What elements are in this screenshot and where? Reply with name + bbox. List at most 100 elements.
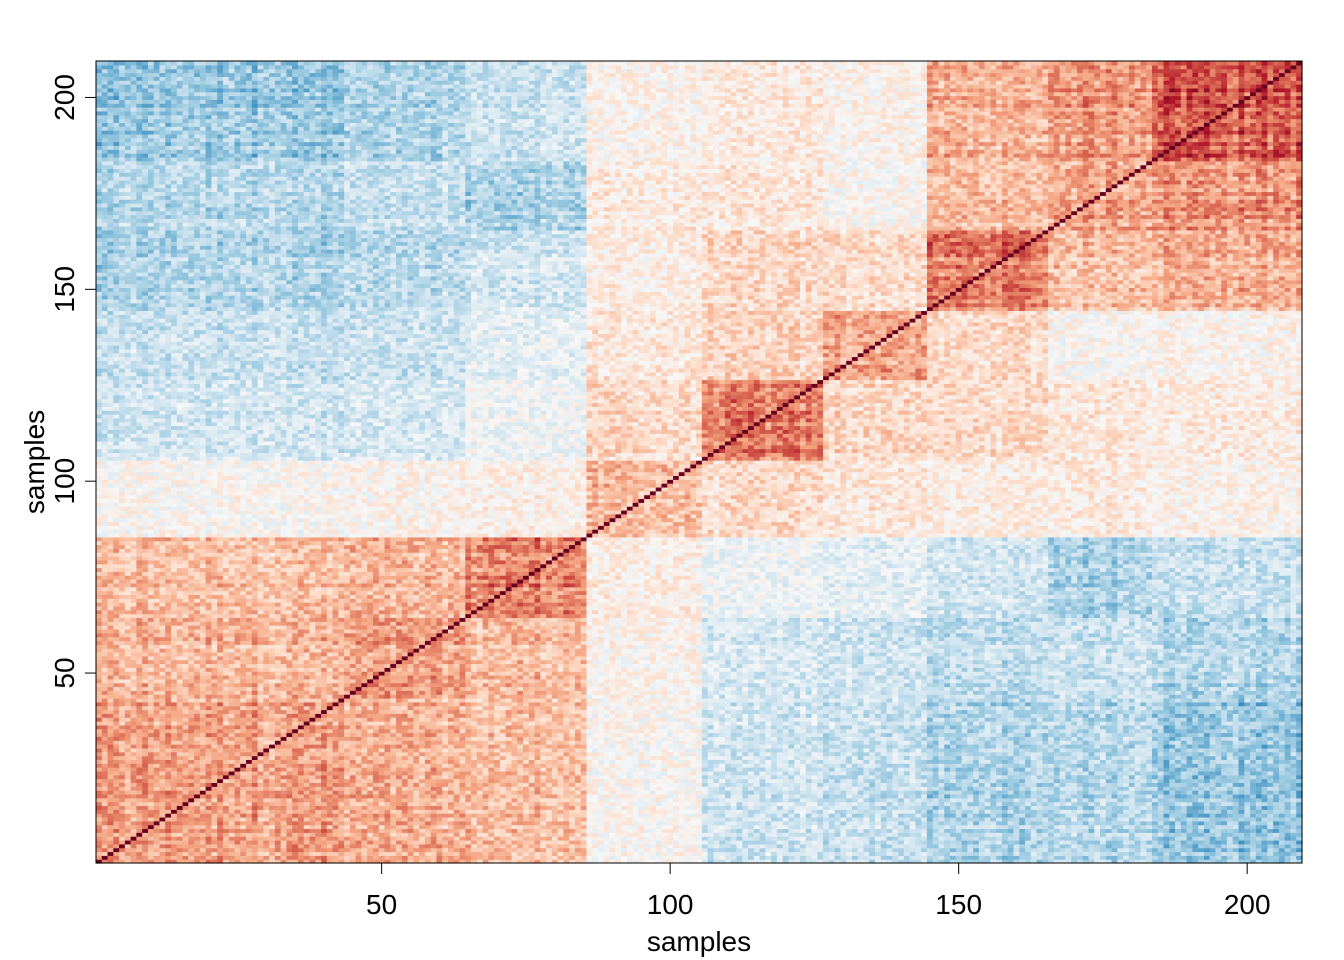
heatmap-cell (1094, 844, 1100, 848)
heatmap-cell (938, 840, 944, 844)
heatmap-cell (310, 836, 316, 840)
heatmap-cell (200, 836, 206, 840)
heatmap-cell (1262, 855, 1268, 859)
heatmap-cell (1013, 828, 1019, 832)
heatmap-cell (696, 832, 702, 836)
heatmap-cell (367, 828, 373, 832)
heatmap-cell (373, 844, 379, 848)
heatmap-cell (1221, 848, 1227, 852)
heatmap-cell (408, 825, 414, 829)
heatmap-cell (419, 832, 425, 836)
heatmap-cell (967, 855, 973, 859)
heatmap-cell (800, 836, 806, 840)
heatmap-cell (119, 840, 125, 844)
heatmap-cell (1192, 848, 1198, 852)
heatmap-cell (1112, 821, 1118, 825)
heatmap-cell (136, 851, 142, 855)
heatmap-cell (592, 817, 598, 821)
heatmap-cell (852, 832, 858, 836)
heatmap-cell (713, 840, 719, 844)
heatmap-cell (1290, 844, 1296, 848)
heatmap-cell (119, 821, 125, 825)
heatmap-cell (812, 840, 818, 844)
heatmap-cell (673, 848, 679, 852)
heatmap-cell (234, 821, 240, 825)
heatmap-cell (852, 825, 858, 829)
heatmap-cell (569, 851, 575, 855)
heatmap-cell (136, 848, 142, 852)
heatmap-cell (1233, 832, 1239, 836)
heatmap-cell (142, 828, 148, 832)
heatmap-cell (673, 828, 679, 832)
heatmap-cell (754, 855, 760, 859)
heatmap-cell (148, 817, 154, 821)
heatmap-cell (771, 828, 777, 832)
heatmap-cell (563, 848, 569, 852)
heatmap-cell (598, 828, 604, 832)
heatmap-cell (327, 836, 333, 840)
heatmap-cell (171, 817, 177, 821)
heatmap-cell (633, 825, 639, 829)
heatmap-cell (933, 848, 939, 852)
heatmap-cell (823, 851, 829, 855)
heatmap-cell (1152, 840, 1158, 844)
heatmap-cell (165, 840, 171, 844)
heatmap-cell (962, 848, 968, 852)
heatmap-cell (996, 817, 1002, 821)
heatmap-cell (338, 813, 344, 817)
heatmap-cell (1031, 848, 1037, 852)
heatmap-cell (858, 821, 864, 825)
heatmap-cell (1071, 832, 1077, 836)
heatmap-cell (1204, 844, 1210, 848)
heatmap-cell (800, 825, 806, 829)
heatmap-cell (771, 817, 777, 821)
heatmap-cell (1094, 825, 1100, 829)
heatmap-cell (281, 848, 287, 852)
heatmap-cell (1123, 825, 1129, 829)
heatmap-cell (310, 828, 316, 832)
heatmap-cell (777, 828, 783, 832)
heatmap-cell (719, 817, 725, 821)
heatmap-cell (875, 855, 881, 859)
heatmap-cell (344, 817, 350, 821)
heatmap-cell (269, 828, 275, 832)
heatmap-cell (1008, 817, 1014, 821)
heatmap-cell (1290, 851, 1296, 855)
heatmap-cell (402, 832, 408, 836)
heatmap-cell (1204, 848, 1210, 852)
heatmap-cell (471, 840, 477, 844)
heatmap-cell (910, 836, 916, 840)
heatmap-cell (240, 851, 246, 855)
heatmap-cell (771, 821, 777, 825)
heatmap-cell (1037, 828, 1043, 832)
heatmap-cell (113, 813, 119, 817)
heatmap-cell (390, 848, 396, 852)
heatmap-cell (408, 821, 414, 825)
heatmap-cell (1146, 836, 1152, 840)
heatmap-cell (367, 825, 373, 829)
heatmap-cell (171, 840, 177, 844)
heatmap-cell (742, 844, 748, 848)
heatmap-cell (263, 855, 269, 859)
heatmap-cell (529, 851, 535, 855)
heatmap-cell (379, 813, 385, 817)
heatmap-cell (910, 855, 916, 859)
heatmap-cell (1031, 844, 1037, 848)
heatmap-cell (638, 825, 644, 829)
heatmap-cell (1135, 836, 1141, 840)
heatmap-cell (967, 848, 973, 852)
heatmap-cell (771, 848, 777, 852)
heatmap-cell (765, 851, 771, 855)
heatmap-cell (292, 813, 298, 817)
heatmap-cell (315, 840, 321, 844)
heatmap-cell (286, 817, 292, 821)
heatmap-cell (1106, 836, 1112, 840)
heatmap-cell (246, 821, 252, 825)
heatmap-cell (973, 817, 979, 821)
heatmap-cell (517, 848, 523, 852)
heatmap-cell (367, 836, 373, 840)
heatmap-cell (1077, 832, 1083, 836)
heatmap-cell (258, 825, 264, 829)
heatmap-cell (679, 821, 685, 825)
heatmap-cell (402, 840, 408, 844)
